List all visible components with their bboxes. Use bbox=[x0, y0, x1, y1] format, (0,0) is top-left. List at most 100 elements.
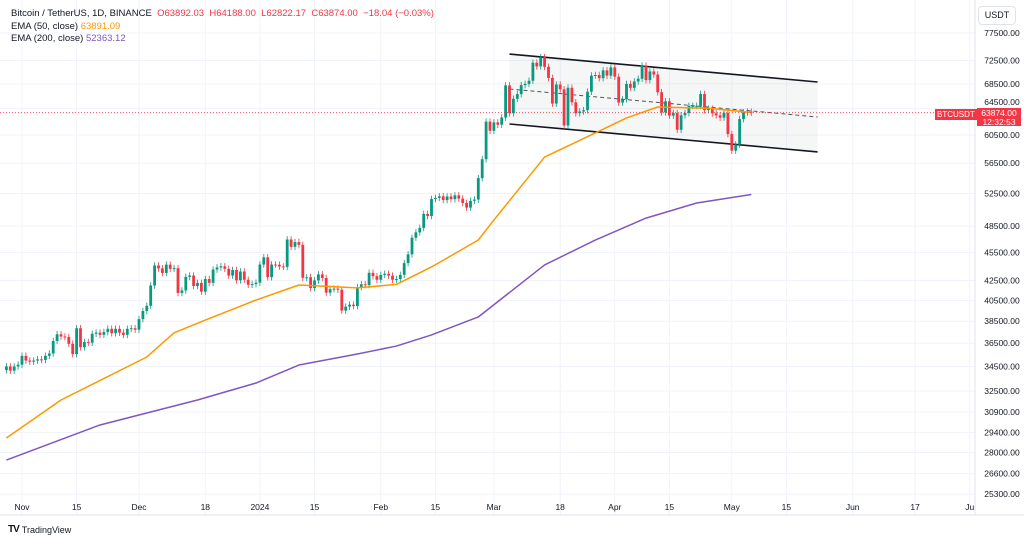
candle-body bbox=[129, 328, 133, 330]
candle-body bbox=[102, 332, 106, 335]
candle-body bbox=[114, 328, 117, 334]
y-tick-label: 40500.00 bbox=[984, 295, 1020, 305]
y-tick-label: 68500.00 bbox=[984, 79, 1020, 89]
candle-body bbox=[410, 237, 414, 255]
candle-body bbox=[648, 71, 652, 81]
candle-body bbox=[344, 306, 348, 311]
candle-body bbox=[94, 332, 98, 334]
candle-body bbox=[539, 57, 543, 67]
candle-body bbox=[5, 366, 8, 371]
legend-ema200-row[interactable]: EMA (200, close) 52363.12 bbox=[11, 33, 434, 46]
candle-body bbox=[98, 332, 102, 335]
candle-body bbox=[180, 290, 184, 293]
x-tick-label: 15 bbox=[431, 502, 441, 512]
x-tick-label: 15 bbox=[782, 502, 792, 512]
candle-body bbox=[305, 277, 309, 279]
candle-body bbox=[738, 119, 741, 145]
candle-body bbox=[278, 264, 281, 267]
candle-body bbox=[340, 289, 344, 311]
candle-body bbox=[527, 80, 531, 84]
candle-body bbox=[547, 66, 550, 78]
candle-body bbox=[67, 337, 71, 344]
candle-body bbox=[398, 274, 402, 279]
candle-body bbox=[453, 195, 457, 200]
candle-body bbox=[504, 85, 507, 118]
candle-body bbox=[20, 355, 24, 365]
candle-body bbox=[332, 288, 336, 290]
candle-body bbox=[387, 273, 390, 276]
candle-body bbox=[371, 272, 375, 277]
candle-body bbox=[176, 268, 180, 293]
candle-body bbox=[473, 199, 476, 201]
candle-body bbox=[79, 328, 82, 348]
candle-body bbox=[714, 113, 718, 116]
candle-body bbox=[718, 115, 722, 118]
candle-body bbox=[582, 110, 585, 112]
candle-body bbox=[632, 81, 636, 88]
candle-body bbox=[656, 74, 660, 93]
candle-body bbox=[196, 282, 199, 286]
candle-body bbox=[207, 278, 211, 283]
candle-body bbox=[51, 340, 55, 354]
candle-body bbox=[192, 275, 195, 286]
candle-body bbox=[605, 70, 609, 76]
candle-body bbox=[188, 275, 192, 277]
y-tick-label: 25300.00 bbox=[984, 489, 1020, 499]
candle-body bbox=[437, 196, 441, 198]
x-tick-label: 15 bbox=[72, 502, 82, 512]
candle-body bbox=[629, 83, 632, 88]
candle-body bbox=[617, 76, 621, 103]
candle-body bbox=[441, 196, 445, 201]
candle-body bbox=[695, 105, 699, 107]
candle-body bbox=[153, 265, 156, 286]
candle-body bbox=[457, 195, 461, 199]
candle-body bbox=[687, 105, 691, 114]
candle-body bbox=[375, 276, 379, 280]
candle-body bbox=[141, 310, 145, 320]
axes[interactable]: 77500.00 72500.00 68500.00 64500.00 60500.00… bbox=[0, 0, 1024, 516]
y-tick-label: 60500.00 bbox=[984, 130, 1020, 140]
legend-ema50-row[interactable]: EMA (50, close) 63891.09 bbox=[11, 21, 434, 34]
currency-button[interactable]: USDT bbox=[978, 6, 1016, 25]
channel-lower-line bbox=[509, 123, 818, 153]
candle-body bbox=[488, 121, 492, 131]
candle-body bbox=[262, 257, 266, 265]
candle-body bbox=[691, 105, 695, 107]
candle-body bbox=[508, 85, 511, 114]
candle-body bbox=[47, 353, 51, 356]
x-tick-label: 2024 bbox=[250, 502, 269, 512]
candle-body bbox=[515, 94, 519, 99]
y-tick-label: 45500.00 bbox=[984, 247, 1020, 257]
candle-body bbox=[149, 285, 153, 306]
candle-body bbox=[270, 264, 273, 278]
candle-body bbox=[703, 94, 706, 111]
candle-body bbox=[242, 271, 246, 280]
candle-body bbox=[223, 266, 227, 269]
x-tick-label: Dec bbox=[131, 502, 147, 512]
tradingview-logo[interactable]: TV TradingView bbox=[8, 524, 71, 535]
legend-ohlc-row: Bitcoin / TetherUS, 1D, BINANCE O63892.0… bbox=[11, 8, 434, 21]
candle-body bbox=[699, 94, 702, 106]
candle-body bbox=[231, 269, 234, 276]
candle-body bbox=[352, 304, 355, 307]
candle-body bbox=[289, 239, 293, 247]
candle-body bbox=[235, 269, 238, 281]
y-tick-label: 77500.00 bbox=[984, 28, 1020, 38]
x-tick-label: Nov bbox=[14, 502, 30, 512]
candle-body bbox=[554, 84, 558, 104]
candle-body bbox=[558, 84, 562, 90]
ema50-line bbox=[5, 106, 752, 439]
candle-body bbox=[328, 289, 332, 293]
candle-body bbox=[734, 144, 738, 151]
candle-body bbox=[83, 342, 86, 348]
candle-body bbox=[434, 197, 437, 199]
candle-body bbox=[145, 305, 149, 311]
candle-body bbox=[496, 122, 500, 125]
candle-body bbox=[24, 355, 28, 361]
candle-body bbox=[348, 304, 351, 307]
x-tick-label: 18 bbox=[201, 502, 211, 512]
candle-body bbox=[164, 264, 168, 273]
x-tick-label: Mar bbox=[487, 502, 502, 512]
logo-text: TradingView bbox=[21, 524, 72, 535]
